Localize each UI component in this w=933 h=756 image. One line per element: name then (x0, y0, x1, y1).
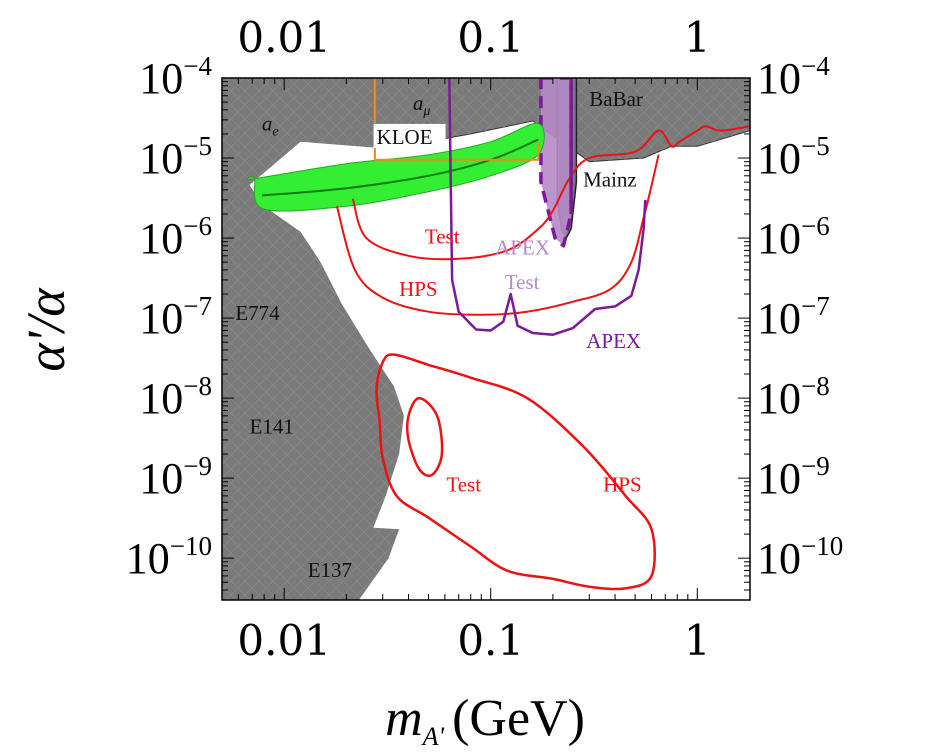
region-label-a: ae (262, 112, 279, 140)
x-axis-title: mA' (GeV) (385, 690, 585, 751)
axis-ticks: 0.01 0.01 0.1 0.1 1 1 10−4 10−4 10−5 10−5 10−6 10−6… (126, 13, 843, 665)
series-excluded-left-texture (222, 78, 404, 600)
series-hps-island-outer (375, 353, 656, 591)
y-tick-label-right: 10−10 (757, 531, 843, 583)
curve-label-test: Test (446, 473, 481, 497)
plot-frame (221, 77, 751, 601)
y-tick-label: 10−6 (139, 211, 212, 263)
y-tick-label-right: 10−4 (757, 51, 830, 103)
x-tick-label-top: 0.01 (237, 13, 331, 62)
series-green-band (247, 122, 545, 212)
y-tick-label-right: 10−8 (757, 371, 830, 423)
curve-label-hps: HPS (603, 473, 642, 497)
x-tick-label: 0.1 (457, 616, 524, 665)
region-label-a: aμ (413, 91, 431, 119)
series-apex-full (448, 78, 647, 336)
y-tick-label: 10−7 (139, 291, 212, 343)
region-label-e137: E137 (308, 558, 352, 582)
y-tick-label: 10−5 (139, 131, 212, 183)
region-label-e141: E141 (250, 415, 294, 439)
curve-label-apex: APEX (586, 329, 641, 353)
y-tick-label: 10−4 (139, 51, 212, 103)
y-axis-title: α'/α (16, 287, 76, 372)
region-label-e774: E774 (235, 301, 280, 325)
x-tick-label: 0.01 (237, 616, 331, 665)
series-green-center (261, 138, 539, 197)
y-tick-label-right: 10−9 (757, 451, 830, 503)
y-tick-label: 10−9 (139, 451, 212, 503)
y-tick-label: 10−8 (139, 371, 212, 423)
kloe-label-background (373, 123, 446, 148)
curve-label-test: Test (425, 225, 460, 249)
x-tick-label-top: 0.1 (457, 13, 524, 62)
series-apex-test-band (539, 78, 573, 248)
annotations: ae aμ E774 E141 E137 BaBar Mainz KLOE Test HPS APE… (235, 87, 643, 582)
x-tick-label: 1 (684, 616, 711, 665)
region-label-babar: BaBar (589, 87, 643, 111)
y-tick-label-right: 10−5 (757, 131, 830, 183)
region-label-mainz: Mainz (583, 168, 637, 192)
y-tick-label: 10−10 (126, 531, 212, 583)
series-hps-island-inner (405, 396, 444, 478)
series-hps-test-upper (351, 125, 750, 261)
curve-label-hps: HPS (399, 277, 438, 301)
y-tick-label-right: 10−6 (757, 211, 830, 263)
x-tick-label-top: 1 (684, 13, 711, 62)
y-tick-label-right: 10−7 (757, 291, 830, 343)
curve-label-test: Test (505, 270, 540, 294)
region-label-kloe: KLOE (377, 125, 433, 149)
plot-area (222, 78, 750, 600)
series-kloe (373, 78, 540, 161)
curve-label-apex: APEX (495, 236, 550, 260)
